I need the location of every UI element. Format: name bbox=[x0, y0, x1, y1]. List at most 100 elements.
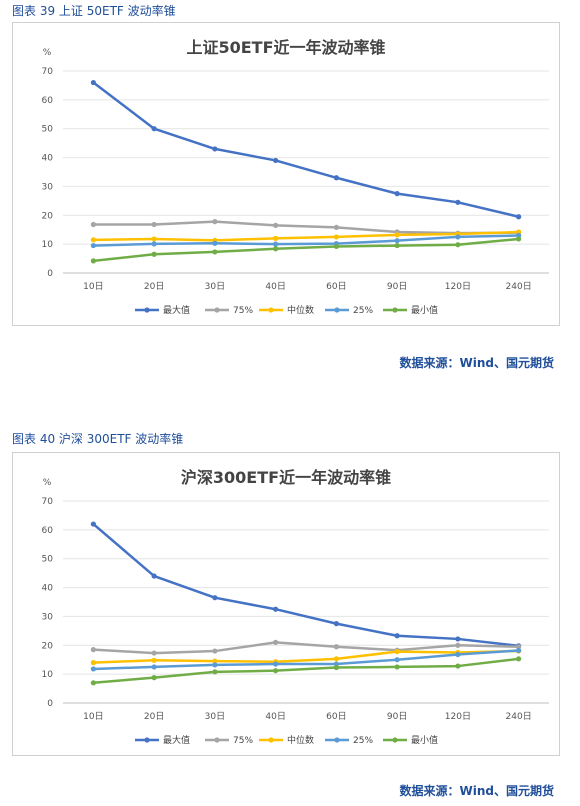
x-tick-label: 120日 bbox=[445, 711, 471, 722]
data-point-p75 bbox=[90, 647, 96, 653]
x-tick-label: 30日 bbox=[205, 281, 225, 292]
y-tick-label: 50 bbox=[42, 555, 54, 565]
data-point-median bbox=[212, 658, 218, 664]
y-tick-label: 10 bbox=[42, 670, 54, 680]
legend-marker-p75 bbox=[214, 737, 220, 743]
data-point-median bbox=[90, 660, 96, 666]
legend-label-median: 中位数 bbox=[287, 304, 314, 316]
data-point-p25 bbox=[90, 666, 96, 672]
data-point-p25 bbox=[212, 662, 218, 668]
data-point-max bbox=[151, 573, 157, 579]
data-point-median bbox=[394, 232, 400, 238]
data-point-min bbox=[333, 664, 339, 671]
data-point-p25 bbox=[273, 241, 279, 247]
legend-label-max: 最大值 bbox=[163, 734, 190, 746]
data-point-p75 bbox=[273, 639, 279, 645]
legend-marker-max bbox=[144, 737, 150, 743]
data-point-max bbox=[212, 146, 218, 152]
chart-frame-1: 上证50ETF近一年波动率锥% 0 10 20 30 40 50 60 70 10日 20日 30日 4… bbox=[12, 22, 560, 326]
legend-marker-p75 bbox=[214, 307, 220, 313]
y-axis-unit: % bbox=[43, 48, 52, 58]
data-point-median bbox=[151, 236, 157, 242]
x-tick-label: 60日 bbox=[326, 281, 346, 292]
data-point-min bbox=[273, 668, 279, 674]
x-tick-label: 40日 bbox=[265, 281, 285, 292]
data-point-p25 bbox=[394, 657, 400, 663]
chart-title: 沪深300ETF近一年波动率锥 bbox=[181, 468, 391, 487]
data-point-min bbox=[212, 669, 218, 675]
data-point-min bbox=[455, 663, 461, 669]
data-point-max bbox=[151, 126, 157, 132]
x-tick-label: 120日 bbox=[445, 281, 471, 292]
data-point-min bbox=[90, 258, 96, 264]
data-point-max bbox=[394, 191, 400, 197]
data-point-p25 bbox=[394, 238, 400, 244]
x-tick-label: 20日 bbox=[144, 711, 164, 722]
data-point-max bbox=[455, 199, 461, 205]
legend-marker-min bbox=[392, 737, 398, 743]
series-line-min bbox=[93, 657, 519, 685]
legend-marker-p25 bbox=[334, 307, 340, 313]
legend-label-min: 最小值 bbox=[411, 734, 438, 746]
x-tick-label: 10日 bbox=[83, 711, 103, 722]
data-point-max bbox=[90, 79, 96, 86]
data-point-median bbox=[333, 656, 339, 662]
data-point-p25 bbox=[455, 651, 461, 658]
data-point-max bbox=[333, 621, 339, 627]
legend-label-p25: 25% bbox=[353, 306, 373, 316]
y-tick-label: 20 bbox=[42, 211, 54, 221]
data-point-min bbox=[455, 242, 461, 248]
x-tick-label: 10日 bbox=[83, 281, 103, 292]
series-line-p75 bbox=[93, 220, 519, 235]
data-point-min bbox=[333, 243, 339, 250]
data-point-p25 bbox=[455, 234, 461, 240]
data-point-min bbox=[394, 242, 400, 249]
y-tick-label: 60 bbox=[42, 526, 54, 536]
legend-marker-max bbox=[144, 307, 150, 313]
y-tick-label: 30 bbox=[42, 182, 54, 192]
data-point-p75 bbox=[212, 648, 218, 654]
data-point-p25 bbox=[151, 664, 157, 670]
data-point-max bbox=[273, 606, 279, 612]
data-point-p25 bbox=[90, 242, 96, 249]
legend-label-p75: 75% bbox=[233, 736, 253, 746]
x-tick-label: 30日 bbox=[205, 711, 225, 722]
figure-caption-2: 图表 40 沪深 300ETF 波动率锥 bbox=[12, 432, 184, 446]
legend-marker-min bbox=[392, 307, 398, 313]
y-tick-label: 0 bbox=[47, 699, 53, 709]
data-point-max bbox=[394, 633, 400, 639]
data-point-p75 bbox=[516, 644, 522, 650]
series-line-p75 bbox=[93, 641, 519, 655]
legend-label-max: 最大值 bbox=[163, 304, 190, 316]
data-point-p25 bbox=[212, 240, 218, 246]
data-point-min bbox=[394, 664, 400, 670]
series-line-median bbox=[93, 649, 519, 664]
data-point-min bbox=[212, 249, 218, 255]
y-tick-label: 40 bbox=[42, 154, 54, 164]
x-tick-label: 40日 bbox=[265, 711, 285, 722]
data-point-max bbox=[333, 175, 339, 181]
data-point-p25 bbox=[273, 661, 279, 667]
data-point-p25 bbox=[151, 241, 157, 247]
y-tick-label: 60 bbox=[42, 96, 54, 106]
y-tick-label: 70 bbox=[42, 67, 54, 77]
data-point-min bbox=[516, 656, 522, 662]
volatility-cone-chart-1: 上证50ETF近一年波动率锥% 0 10 20 30 40 50 60 70 10日 20日 30日 4… bbox=[42, 38, 549, 316]
chart-frame-2: 沪深300ETF近一年波动率锥% 0 10 20 30 40 50 60 70 10日 20日 30日… bbox=[12, 452, 560, 756]
data-point-p75 bbox=[151, 221, 157, 228]
data-point-p25 bbox=[516, 647, 522, 654]
data-point-max bbox=[90, 521, 96, 527]
data-point-p75 bbox=[455, 642, 461, 648]
y-tick-label: 50 bbox=[42, 125, 54, 135]
x-tick-label: 90日 bbox=[387, 711, 407, 722]
y-tick-label: 30 bbox=[42, 612, 54, 622]
legend-marker-median bbox=[268, 737, 274, 743]
x-tick-label: 240日 bbox=[506, 711, 532, 722]
legend-label-p75: 75% bbox=[233, 306, 253, 316]
data-point-p75 bbox=[90, 221, 96, 228]
y-tick-label: 0 bbox=[47, 269, 53, 279]
data-point-p75 bbox=[273, 222, 279, 228]
data-point-median bbox=[90, 237, 96, 243]
data-point-median bbox=[151, 657, 157, 663]
series-line-p25 bbox=[93, 234, 519, 247]
